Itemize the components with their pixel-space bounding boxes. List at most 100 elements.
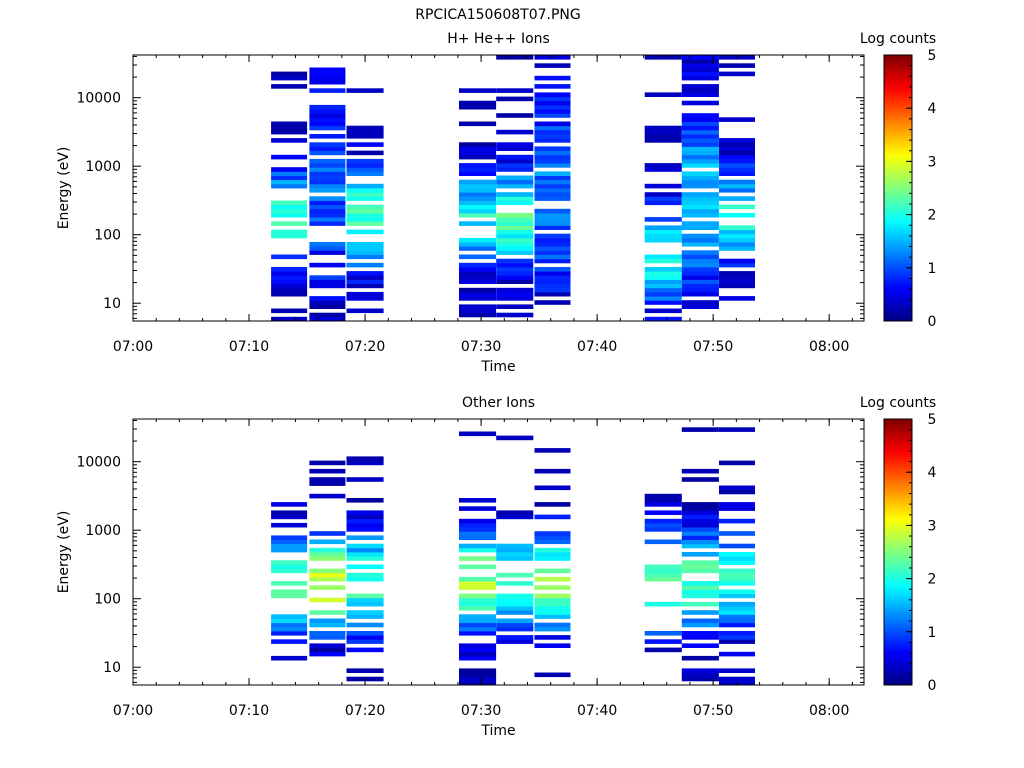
colorbar-step [884,554,912,557]
spectrogram-cell [459,597,497,603]
spectrogram-cell [719,279,755,284]
spectrogram-cell [309,610,346,615]
spectrogram-cell [644,134,682,139]
spectrogram-cell [681,593,719,599]
spectrogram-cell [271,129,308,135]
colorbar-step [884,607,912,611]
colorbar-step [884,671,912,675]
spectrogram-cell [459,647,497,653]
colorbar-step [884,221,912,224]
colorbar-step [884,194,912,198]
spectrogram-cell [459,655,497,661]
spectrogram-cell [459,593,497,599]
spectrogram-cell [644,196,682,201]
spectrogram-cell [681,514,719,520]
spectrogram-cell [534,121,571,127]
spectrogram-cell [346,88,384,93]
spectrogram-cell [496,581,534,586]
x-tick-label: 07:40 [577,339,617,355]
spectrogram-cell [719,506,755,511]
spectrogram-cell [271,179,308,185]
colorbar-step [884,316,912,320]
spectrogram-cell [644,527,682,532]
spectrogram-cell [496,129,534,135]
spectrogram-cell [346,647,384,653]
colorbar-step [884,90,912,94]
spectrogram-cell [534,237,571,243]
spectrogram-cell [719,552,755,557]
spectrogram-cell [719,154,755,160]
y-axis-label: Energy (eV) [56,511,72,594]
spectrogram-cell [459,651,497,657]
spectrogram-cell [719,171,755,176]
colorbar-step [884,609,912,613]
spectrogram-cell [459,498,497,503]
colorbar-step [884,529,912,533]
spectrogram-cell [459,626,497,632]
spectrogram-cell [534,221,571,226]
spectrogram-cell [459,221,497,226]
colorbar-step [884,110,912,114]
colorbar-tick-label: 2 [928,208,937,224]
spectrogram-cell [534,552,571,557]
spectrogram-cell [644,291,682,297]
spectrogram-cell [644,498,682,503]
spectrogram-cell [681,146,719,151]
panel-h-he-ions: 07:00 07:10 07:20 07:30 07:40 07:50 08:0010100… [56,31,937,375]
colorbar-label: Log counts [860,31,936,47]
spectrogram-cell [644,125,682,131]
colorbar-step [884,139,912,142]
spectrogram-cell [719,163,755,168]
spectrogram-column [459,88,497,318]
colorbar-step [884,66,912,69]
colorbar-step [884,647,912,651]
colorbar-step [884,108,912,111]
colorbar-step [884,238,912,242]
spectrogram-cell [681,631,719,636]
spectrogram-cell [271,204,308,210]
spectrogram-cell [644,200,682,206]
spectrogram-cell [459,312,497,318]
colorbar-step [884,642,912,646]
spectrogram-cell [271,655,308,661]
colorbar-step [884,434,912,438]
colorbar-step [884,596,912,600]
spectrogram-cell [719,502,755,507]
spectrogram-cell [719,639,755,644]
colorbar-step [884,125,912,129]
y-tick-label: 100 [94,228,121,244]
spectrogram-cell [346,188,384,193]
x-tick-label: 08:00 [809,703,849,719]
colorbar-step [884,163,912,167]
spectrogram-cell [681,154,719,160]
colorbar-step [884,216,912,220]
spectrogram-cell [309,200,346,206]
spectrogram-cell [459,104,497,110]
spectrogram-cell [346,150,384,156]
colorbar-step [884,61,912,65]
spectrogram-cell [719,680,755,686]
spectrogram-cell [534,622,571,628]
spectrogram-cell [719,158,755,164]
colorbar-step [884,148,912,151]
spectrogram-cell [271,547,308,553]
colorbar-step [884,181,912,185]
spectrogram-column [534,55,571,305]
spectrogram-column [644,493,682,653]
colorbar-step [884,534,912,537]
spectrogram-cell [309,635,346,640]
colorbar-step [884,667,912,670]
colorbar-step [884,653,912,657]
spectrogram-cell [681,291,719,297]
spectrogram-cell [346,622,384,628]
spectrogram-cell [346,631,384,636]
colorbar-step [884,538,912,542]
spectrogram-cell [496,158,534,164]
spectrogram-cell [496,217,534,222]
spectrogram-cell [644,576,682,582]
colorbar-step [884,627,912,631]
spectrogram-cell [719,606,755,611]
colorbar-tick-label: 0 [928,678,937,694]
spectrogram-cell [681,287,719,293]
